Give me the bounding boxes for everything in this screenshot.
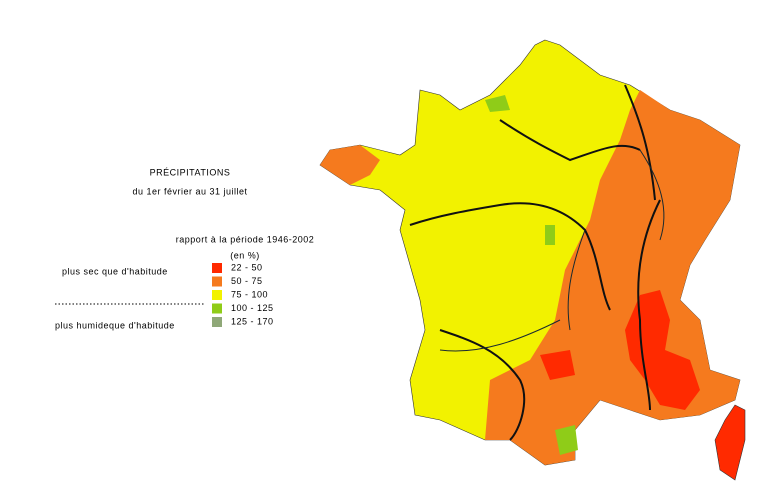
drier-label: plus sec que d'habitude xyxy=(62,266,168,276)
legend-label: 22 - 50 xyxy=(231,262,263,272)
legend-label: 100 - 125 xyxy=(231,303,274,313)
river-loire xyxy=(409,202,611,311)
legend-label: 75 - 100 xyxy=(231,289,268,299)
legend-swatch xyxy=(212,303,222,314)
legend-label: 50 - 75 xyxy=(231,276,263,286)
wet-zone xyxy=(485,95,510,112)
river-meuse xyxy=(624,84,656,201)
legend-title: rapport à la période 1946-2002 xyxy=(176,234,315,244)
legend-swatch xyxy=(212,276,222,287)
very-dry-zone xyxy=(625,290,700,410)
dry-zone-west xyxy=(320,145,380,185)
map-title: PRÉCIPITATIONS xyxy=(150,167,231,177)
river-dordogne xyxy=(439,319,561,352)
corsica xyxy=(714,404,746,481)
wet-zone-3 xyxy=(555,425,578,455)
legend: 22 - 50 50 - 75 75 - 100 100 - 125 125 - 170 xyxy=(212,262,274,327)
very-dry-zone-2 xyxy=(540,350,575,380)
france-map xyxy=(319,39,746,481)
legend-label: 125 - 170 xyxy=(231,316,274,326)
wetter-label: plus humideque d'habitude xyxy=(55,320,175,330)
river-rhone xyxy=(637,199,661,411)
river-seine xyxy=(499,119,641,162)
legend-unit: (en %) xyxy=(230,250,260,260)
wet-zone-2 xyxy=(545,225,555,245)
river-garonne xyxy=(439,329,526,441)
legend-swatch xyxy=(212,263,222,273)
river-allier xyxy=(567,229,586,331)
legend-swatch xyxy=(212,290,222,300)
river-saone xyxy=(639,149,665,241)
legend-swatch xyxy=(212,317,222,327)
map-subtitle: du 1er février au 31 juillet xyxy=(132,186,247,196)
